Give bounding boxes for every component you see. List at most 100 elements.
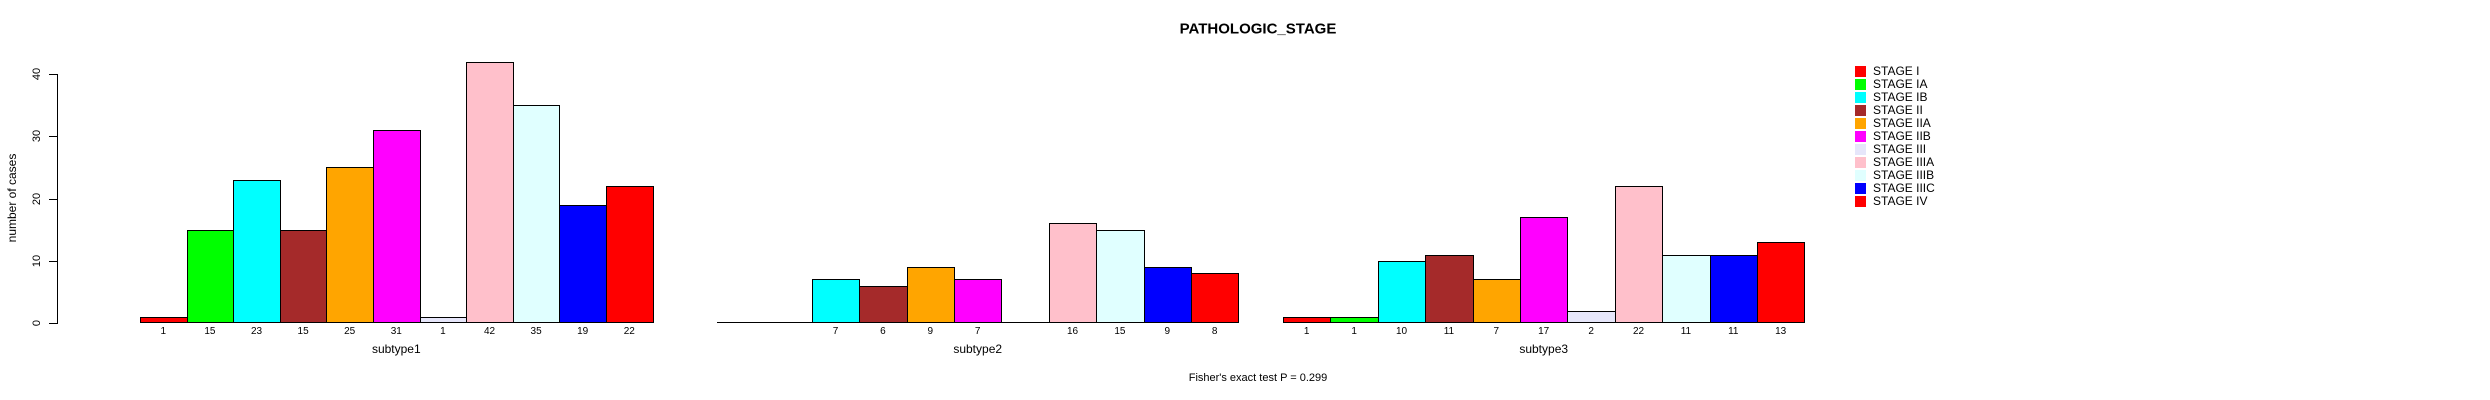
bar-subtype3-stage-iib (1520, 217, 1569, 323)
bar-subtype1-stage-iia (326, 167, 374, 323)
bar-subtype3-stage-iia (1472, 279, 1521, 323)
bar-subtype2-stage-ib (811, 279, 861, 323)
bar-subtype3-stage-i (1283, 317, 1332, 323)
legend-swatch-stage-iia (1855, 117, 1866, 129)
bar-value-label: 11 (1443, 326, 1455, 337)
legend-label-stage-iib: STAGE IIB (1873, 129, 1931, 143)
bar-value-label: 6 (880, 326, 886, 337)
bar-subtype1-stage-iv (606, 186, 654, 323)
x-axis-label-subtype1: subtype1 (371, 342, 421, 356)
y-tick-mark (49, 198, 57, 200)
legend-swatch-stage-i (1855, 65, 1866, 77)
legend-label-stage-iii: STAGE III (1873, 142, 1927, 156)
fisher-test-annotation: Fisher's exact test P = 0.299 (1188, 372, 1328, 384)
legend-label-stage-iiib: STAGE IIIB (1873, 168, 1935, 182)
bar-value-label: 16 (1066, 326, 1079, 337)
bar-subtype2-stage-iia (906, 267, 955, 323)
bar-value-label: 23 (250, 326, 263, 337)
bar-subtype3-stage-iiia (1614, 186, 1664, 323)
bar-subtype1-stage-i (140, 317, 188, 323)
x-axis-label-subtype3: subtype3 (1519, 342, 1569, 356)
legend-label-stage-ia: STAGE IA (1873, 77, 1928, 91)
x-axis-label-subtype2: subtype2 (953, 342, 1003, 356)
bar-subtype2-stage-iiia (1048, 223, 1098, 323)
legend-swatch-stage-iiib (1855, 169, 1866, 181)
y-axis-label: number of cases (5, 153, 19, 243)
bar-value-label: 7 (1493, 326, 1500, 337)
bar-subtype2-stage-iiic (1143, 267, 1192, 323)
bar-subtype3-stage-iiic (1709, 255, 1758, 323)
y-tick-label: 40 (31, 67, 43, 81)
bar-value-label: 42 (483, 326, 496, 337)
bar-value-label: 1 (440, 326, 446, 337)
legend-swatch-stage-iv (1855, 195, 1866, 207)
bar-value-label: 1 (1303, 326, 1310, 337)
y-tick-label: 0 (31, 319, 43, 327)
y-tick-label: 20 (31, 192, 43, 205)
bar-subtype3-stage-iii (1567, 311, 1616, 323)
bar-value-label: 7 (832, 326, 839, 337)
bar-subtype3-stage-ia (1330, 317, 1379, 323)
bar-subtype3-stage-iv (1757, 242, 1806, 323)
bar-value-label: 9 (1164, 326, 1171, 337)
bar-subtype1-stage-iiic (559, 205, 607, 323)
bar-value-label: 31 (390, 326, 402, 337)
bar-subtype2-stage-ii (859, 286, 908, 323)
legend-label-stage-i: STAGE I (1873, 64, 1920, 78)
bar-value-label: 1 (160, 326, 167, 337)
bar-subtype1-stage-ii (279, 230, 328, 323)
bar-value-label: 15 (204, 326, 216, 337)
bar-subtype3-stage-ii (1425, 255, 1474, 323)
legend-swatch-stage-iiic (1855, 182, 1866, 194)
legend-label-stage-iiia: STAGE IIIA (1873, 155, 1935, 169)
bar-value-label: 1 (1351, 326, 1357, 337)
y-tick-mark (49, 260, 57, 262)
legend-label-stage-iiic: STAGE IIIC (1873, 181, 1935, 195)
y-tick-mark (49, 323, 57, 324)
y-axis-line (57, 74, 58, 324)
legend-label-stage-ib: STAGE IB (1873, 90, 1928, 104)
bar-value-label: 9 (927, 326, 934, 337)
bar-value-label: 17 (1538, 326, 1550, 337)
bar-value-label: 25 (344, 326, 356, 337)
bar-value-label: 22 (1632, 326, 1645, 337)
legend-label-stage-iia: STAGE IIA (1873, 116, 1931, 130)
bar-value-label: 22 (623, 326, 635, 337)
legend-label-stage-iv: STAGE IV (1873, 194, 1928, 208)
bar-value-label: 15 (297, 326, 309, 337)
bar-subtype1-stage-ia (186, 230, 235, 323)
bar-subtype1-stage-iii (419, 317, 468, 323)
chart-title: PATHOLOGIC_STAGE (1179, 20, 1337, 38)
bar-subtype1-stage-iiib (512, 105, 561, 323)
bar-subtype1-stage-iiia (466, 62, 514, 323)
bar-subtype2-stage-iv (1191, 273, 1240, 323)
legend-swatch-stage-ia (1855, 78, 1866, 90)
bar-subtype1-stage-iib (373, 130, 421, 323)
bar-value-label: 15 (1114, 326, 1126, 337)
bar-value-label: 19 (577, 326, 589, 337)
legend-swatch-stage-ib (1855, 91, 1866, 103)
legend-swatch-stage-ii (1855, 104, 1866, 116)
bar-value-label: 7 (974, 326, 981, 337)
y-tick-label: 30 (31, 130, 43, 143)
bar-subtype3-stage-iiib (1662, 255, 1711, 323)
bar-value-label: 2 (1588, 326, 1594, 337)
y-tick-label: 10 (31, 254, 43, 267)
bar-value-label: 13 (1775, 326, 1787, 337)
bar-value-label: 11 (1728, 326, 1739, 337)
bar-subtype2-stage-iiib (1096, 230, 1145, 323)
bar-subtype3-stage-ib (1377, 261, 1427, 323)
legend-label-stage-ii: STAGE II (1873, 103, 1923, 117)
bar-value-label: 10 (1395, 326, 1408, 337)
bar-subtype1-stage-ib (233, 180, 281, 323)
legend-swatch-stage-iib (1855, 130, 1866, 142)
y-tick-mark (49, 136, 57, 138)
bar-value-label: 11 (1680, 326, 1692, 337)
legend-swatch-stage-iii (1855, 143, 1866, 155)
bar-value-label: 8 (1211, 326, 1218, 337)
legend-swatch-stage-iiia (1855, 156, 1866, 168)
bar-value-label: 35 (530, 326, 542, 337)
y-tick-mark (49, 74, 57, 75)
bar-subtype2-stage-iib (954, 279, 1003, 323)
